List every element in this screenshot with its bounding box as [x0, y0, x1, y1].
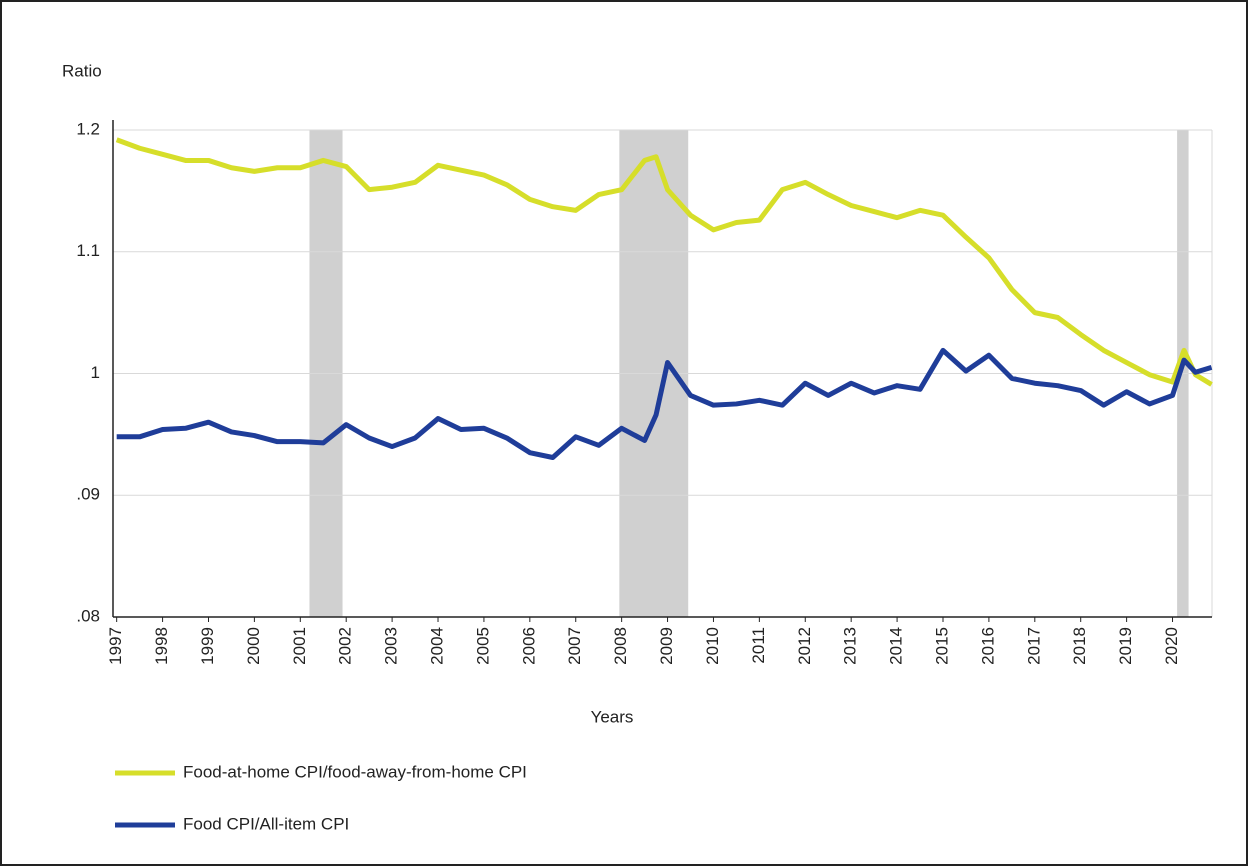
x-tick-label: 2010 — [703, 627, 722, 665]
y-tick-label: 1 — [91, 363, 100, 382]
legend-label: Food-at-home CPI/food-away-from-home CPI — [183, 762, 527, 781]
x-tick-label: 2007 — [565, 627, 584, 665]
y-axis-title: Ratio — [62, 61, 102, 80]
x-tick-label: 2015 — [932, 627, 951, 665]
x-tick-label: 2002 — [336, 627, 355, 665]
series-line — [116, 347, 1213, 461]
legend-label: Food CPI/All-item CPI — [183, 814, 349, 833]
x-tick-label: 2003 — [382, 627, 401, 665]
x-tick-label: 1998 — [152, 627, 171, 665]
x-tick-label: 2014 — [887, 627, 906, 665]
x-tick-label: 2005 — [473, 627, 492, 665]
x-tick-label: 1997 — [106, 627, 125, 665]
x-tick-label: 2013 — [841, 627, 860, 665]
x-tick-label: 2011 — [749, 627, 768, 664]
x-axis-title: Years — [591, 707, 634, 726]
x-tick-label: 1999 — [198, 627, 217, 665]
x-tick-label: 2001 — [290, 627, 309, 665]
x-tick-label: 2019 — [1116, 627, 1135, 665]
x-tick-label: 2016 — [978, 627, 997, 665]
y-tick-label: 1.1 — [76, 241, 100, 260]
x-tick-label: 2017 — [1024, 627, 1043, 665]
x-tick-label: 2012 — [795, 627, 814, 665]
x-tick-label: 2006 — [519, 627, 538, 665]
x-tick-label: 2004 — [428, 627, 447, 665]
x-tick-label: 2020 — [1162, 627, 1181, 665]
x-tick-label: 2000 — [244, 627, 263, 665]
y-tick-label: .09 — [76, 485, 100, 504]
y-tick-label: 1.2 — [76, 119, 100, 138]
x-tick-label: 2008 — [611, 627, 630, 665]
series-line — [115, 137, 1213, 387]
x-tick-label: 2009 — [657, 627, 676, 665]
x-tick-label: 2018 — [1070, 627, 1089, 665]
y-tick-label: .08 — [76, 606, 100, 625]
